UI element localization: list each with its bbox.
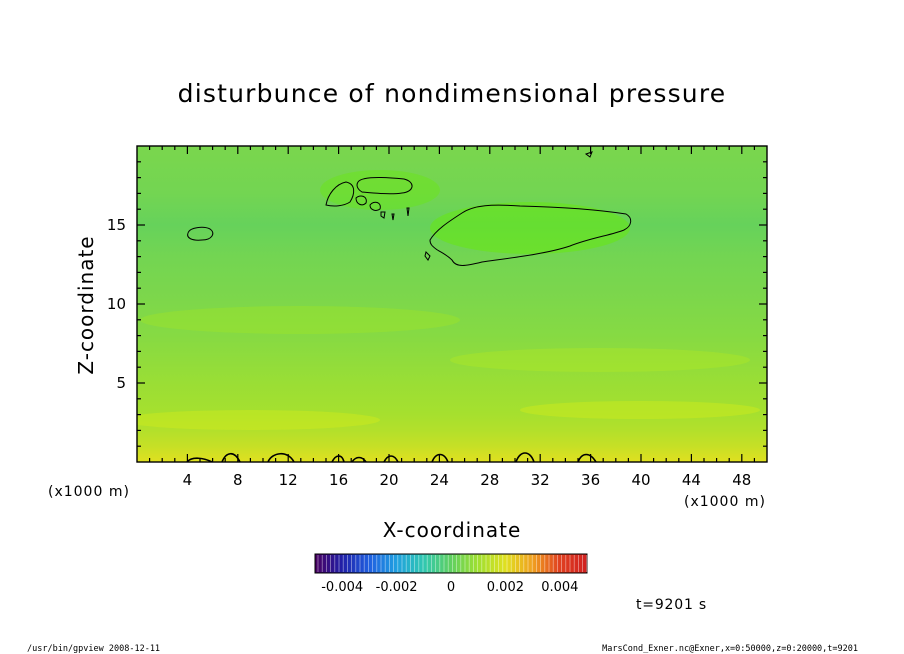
field-patch [320,170,440,210]
contour-line [369,201,381,211]
x-tick-label: 4 [183,471,193,489]
contour-line [355,195,367,206]
colorbar-tick-label: -0.004 [321,580,363,595]
contour-line [406,207,410,217]
y-tick-label: 15 [107,216,126,234]
x-tick-label: 48 [732,471,751,489]
colorbar: -0.004 -0.002 0 0.002 0.004 [314,553,588,595]
plot-area [136,145,768,463]
y-tick-label: 5 [116,374,126,392]
contour-line [380,211,386,219]
field-patch [137,410,380,430]
x-tick-label: 16 [329,471,348,489]
colorbar-tick-label: -0.002 [376,580,418,595]
tick-marks [137,146,767,462]
colorbar-stripes [317,555,588,572]
contour-line [325,181,355,207]
contour-line [187,226,214,241]
field-patch [520,401,760,419]
x-axis-label: X-coordinate [383,518,522,542]
x-tick-label: 12 [279,471,298,489]
field-background [137,146,767,462]
contour-line [391,213,395,221]
y-axis-label: Z-coordinate [74,235,98,374]
contour-line [429,204,632,266]
field-patch [450,348,750,372]
x-tick-label: 8 [233,471,243,489]
field-patch [430,202,630,254]
colorbar-tick-labels: -0.004 -0.002 0 0.002 0.004 [321,580,578,595]
colorbar-tick-label: 0.002 [487,580,524,595]
x-tick-label: 20 [379,471,398,489]
colorbar-tick-label: 0 [447,580,455,595]
footer-left: /usr/bin/gpview 2008-12-11 [27,644,160,654]
colorbar-tick-label: 0.004 [541,580,578,595]
chart-title: disturbunce of nondimensional pressure [178,79,727,108]
field-patch [140,306,460,334]
x-tick-label: 44 [682,471,701,489]
x-tick-label: 24 [430,471,449,489]
footer-right: MarsCond_Exner.nc@Exner,x=0:50000,z=0:20… [602,644,858,654]
x-tick-labels: 4 8 12 16 20 24 28 32 36 40 44 48 [183,471,752,489]
y-tick-label: 10 [107,295,126,313]
contour-line [356,176,413,195]
x-tick-label: 36 [581,471,600,489]
x-tick-label: 28 [480,471,499,489]
x-tick-label: 40 [631,471,650,489]
contour-line [424,251,431,261]
x-unit-right: (x1000 m) [684,494,766,510]
y-tick-labels: 5 10 15 [107,216,126,392]
time-annotation: t=9201 s [636,597,707,613]
x-tick-label: 32 [531,471,550,489]
x-unit-left: (x1000 m) [48,484,130,500]
field-patches [137,170,760,430]
contour-line [584,151,593,158]
